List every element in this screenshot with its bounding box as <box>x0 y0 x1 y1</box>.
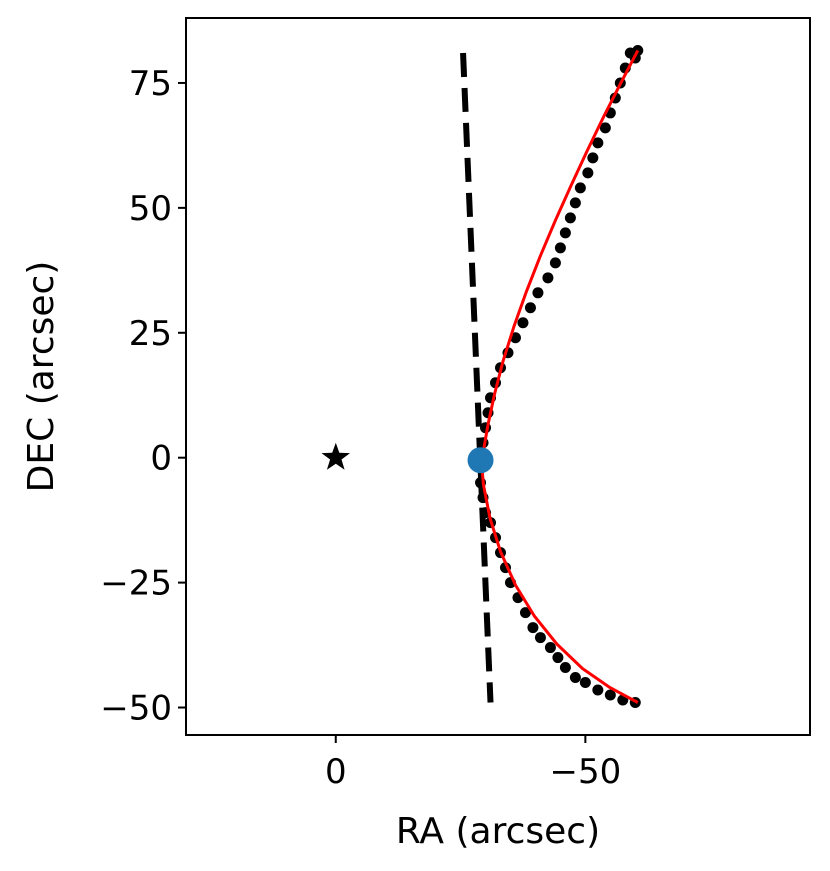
data-point <box>604 689 616 701</box>
y-tick-label: 50 <box>129 189 172 229</box>
data-point <box>552 652 564 664</box>
data-point <box>527 622 539 634</box>
y-axis-label: DEC (arcsec) <box>21 261 62 493</box>
data-point <box>532 287 544 299</box>
data-point <box>582 167 594 179</box>
x-tick-label: 0 <box>325 752 347 792</box>
y-tick-label: 0 <box>150 439 172 479</box>
data-point <box>542 272 554 284</box>
dashed-line <box>460 52 494 703</box>
plot-frame <box>185 17 811 736</box>
x-tick-label: −50 <box>549 752 621 792</box>
data-point <box>632 44 644 56</box>
data-point <box>559 227 571 239</box>
data-point <box>524 302 536 314</box>
data-point <box>587 152 599 164</box>
data-point <box>554 242 566 254</box>
data-layer <box>321 44 644 709</box>
data-point <box>592 684 604 696</box>
data-point <box>579 677 591 689</box>
data-point <box>549 257 561 269</box>
data-point <box>517 317 529 329</box>
data-point <box>519 607 531 619</box>
data-point <box>592 137 604 149</box>
data-point <box>544 642 556 654</box>
data-point <box>564 212 576 224</box>
vertex-marker <box>467 447 494 474</box>
data-point <box>534 632 546 644</box>
x-axis-label: RA (arcsec) <box>396 811 600 852</box>
y-tick-label: −50 <box>100 689 172 729</box>
y-tick-label: −25 <box>100 564 172 604</box>
y-tick-label: 75 <box>129 64 172 104</box>
fit-curve <box>479 49 640 704</box>
data-point <box>574 182 586 194</box>
data-point <box>559 662 571 674</box>
data-point <box>569 197 581 209</box>
y-tick-label: 25 <box>129 314 172 354</box>
data-point <box>599 122 611 134</box>
ticks-layer: 0 −50 −50 −25 0 25 50 75 <box>100 64 621 792</box>
star-marker <box>321 442 350 470</box>
data-point <box>569 672 581 684</box>
